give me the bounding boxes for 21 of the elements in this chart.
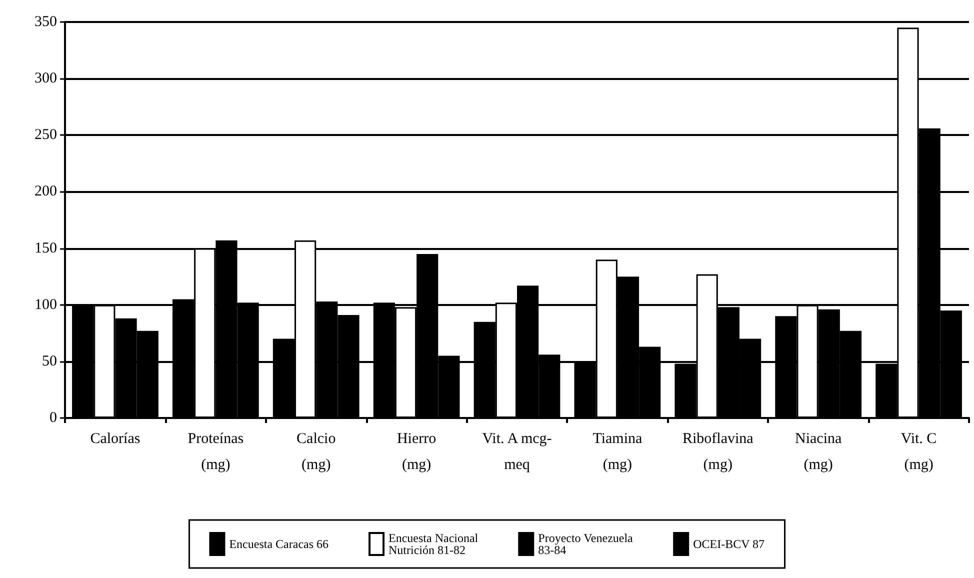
legend-label: Encuesta Nacional Nutrición 81-82 (388, 531, 479, 557)
x-tick-label: Proteínas (mg) (188, 431, 244, 473)
y-tick-label: 200 (34, 184, 57, 200)
x-tick-label: Riboflavina (mg) (682, 431, 754, 473)
legend-label: OCEI-BCV 87 (693, 537, 765, 551)
y-tick-label: 50 (42, 353, 57, 370)
x-tick-label: Niacina (mg) (795, 431, 842, 473)
x-tick-label: Calcio (mg) (296, 431, 336, 473)
y-tick-label: 350 (34, 14, 57, 30)
x-tick-label: Tiamina (mg) (592, 431, 643, 473)
y-tick-label: 0 (50, 410, 57, 426)
y-tick-label: 300 (34, 70, 57, 87)
y-tick-label: 150 (34, 240, 57, 256)
x-tick-label: Hierro (mg) (396, 431, 436, 473)
x-tick-label: Vit. C (mg) (900, 431, 937, 473)
legend-label: Proyecto Venezuela 83-84 (538, 531, 634, 557)
y-tick-label: 250 (34, 127, 57, 144)
x-tick-label: Calorías (90, 431, 140, 447)
x-tick-label: Vit. A mcg- meq (482, 431, 552, 473)
legend-label: Encuesta Caracas 66 (229, 537, 329, 551)
y-tick-label: 100 (34, 296, 57, 313)
